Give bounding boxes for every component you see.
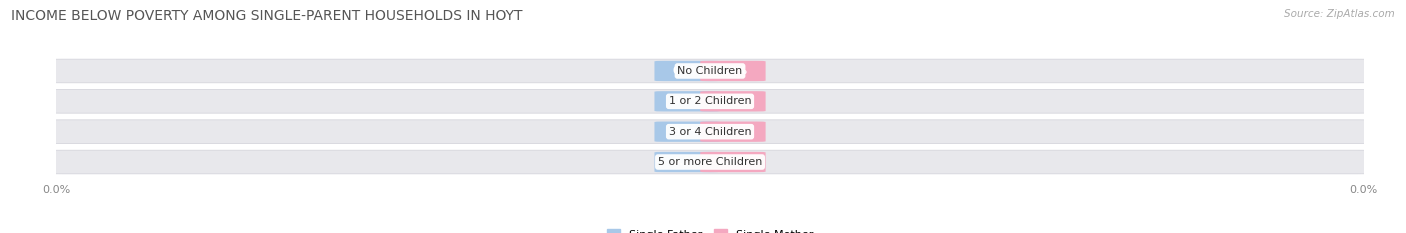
Text: 0.0%: 0.0% [672,127,702,137]
FancyBboxPatch shape [654,152,720,172]
Text: 1 or 2 Children: 1 or 2 Children [669,96,751,106]
Text: 5 or more Children: 5 or more Children [658,157,762,167]
Text: 0.0%: 0.0% [718,127,748,137]
FancyBboxPatch shape [700,91,766,112]
FancyBboxPatch shape [44,89,1376,113]
Text: Source: ZipAtlas.com: Source: ZipAtlas.com [1284,9,1395,19]
Text: 0.0%: 0.0% [672,96,702,106]
FancyBboxPatch shape [44,59,1376,83]
Text: 0.0%: 0.0% [672,157,702,167]
Text: No Children: No Children [678,66,742,76]
FancyBboxPatch shape [700,121,766,142]
Legend: Single Father, Single Mother: Single Father, Single Mother [603,225,817,233]
FancyBboxPatch shape [654,121,720,142]
Text: 0.0%: 0.0% [718,157,748,167]
Text: INCOME BELOW POVERTY AMONG SINGLE-PARENT HOUSEHOLDS IN HOYT: INCOME BELOW POVERTY AMONG SINGLE-PARENT… [11,9,523,23]
Text: 0.0%: 0.0% [718,96,748,106]
FancyBboxPatch shape [700,152,766,172]
FancyBboxPatch shape [700,61,766,81]
FancyBboxPatch shape [44,120,1376,144]
Text: 3 or 4 Children: 3 or 4 Children [669,127,751,137]
Text: 0.0%: 0.0% [672,66,702,76]
FancyBboxPatch shape [654,91,720,112]
Text: 0.0%: 0.0% [718,66,748,76]
FancyBboxPatch shape [44,150,1376,174]
FancyBboxPatch shape [654,61,720,81]
